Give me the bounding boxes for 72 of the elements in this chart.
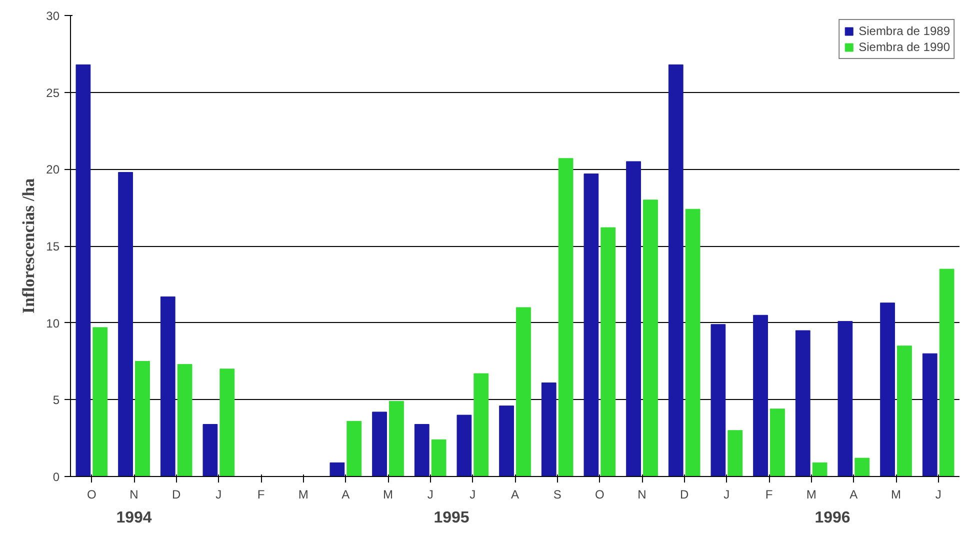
y-tick-label: 0	[52, 470, 60, 484]
x-tick-label: O	[87, 488, 96, 502]
x-tick-label: A	[511, 488, 520, 502]
bar	[76, 64, 91, 476]
x-tick-label: M	[891, 488, 901, 502]
bar	[584, 174, 599, 476]
bar	[838, 321, 853, 476]
x-tick-label: A	[342, 488, 350, 502]
bar	[812, 462, 828, 476]
bar	[710, 324, 726, 476]
bar	[499, 406, 514, 476]
x-tick-label: J	[470, 488, 476, 502]
y-tick-label: 10	[46, 316, 60, 330]
bar	[541, 382, 556, 476]
bar	[118, 172, 133, 476]
bar	[330, 462, 345, 476]
bar	[92, 327, 108, 476]
bar	[897, 346, 912, 476]
x-tick-label: A	[850, 488, 858, 502]
bar	[202, 424, 218, 476]
x-tick-label: J	[935, 488, 942, 502]
bar	[414, 424, 430, 476]
bar	[880, 302, 895, 476]
x-tick-label: F	[765, 488, 773, 502]
bar	[795, 330, 810, 476]
x-tick-label: M	[298, 488, 308, 502]
bar	[456, 414, 472, 476]
bar	[160, 296, 176, 476]
legend-label: Siembra de 1990	[858, 40, 950, 54]
bar	[135, 361, 150, 476]
x-tick-label: M	[806, 488, 816, 502]
text: 1994	[116, 510, 152, 526]
bar	[643, 200, 658, 476]
x-tick-label: D	[172, 488, 181, 502]
bar	[516, 307, 531, 476]
y-tick-label: 25	[46, 86, 60, 100]
bar	[474, 373, 489, 476]
x-tick-label: J	[216, 488, 222, 502]
text: 1995	[434, 510, 470, 526]
bar	[177, 364, 192, 476]
y-tick-label: 5	[52, 393, 60, 408]
bar	[626, 161, 641, 476]
bar	[668, 64, 684, 476]
bar	[558, 158, 574, 476]
x-tick-label: J	[724, 488, 730, 502]
y-tick-label: 20	[46, 162, 60, 177]
bar	[372, 412, 387, 476]
x-tick-label: F	[257, 488, 265, 502]
bar	[346, 420, 362, 476]
bar	[854, 458, 870, 476]
y-tick-label: 30	[46, 9, 60, 23]
bar	[389, 400, 404, 476]
x-tick-label: O	[595, 488, 604, 502]
text: 1996	[814, 510, 850, 526]
y-tick-label: 15	[46, 240, 60, 254]
bar	[922, 353, 938, 476]
x-tick-label: J	[427, 488, 434, 502]
bar	[728, 430, 743, 476]
bar	[685, 208, 700, 476]
bar	[431, 439, 446, 476]
x-tick-label: D	[680, 488, 689, 502]
bar	[220, 368, 235, 476]
bar	[939, 268, 954, 476]
bar	[770, 408, 785, 476]
x-tick-label: S	[553, 488, 562, 502]
legend-label: Siembra de 1989	[858, 24, 950, 38]
y-axis-title: Inflorescencias /ha	[19, 178, 38, 314]
bar	[600, 227, 616, 476]
x-tick-label: N	[130, 488, 138, 502]
x-tick-label: N	[638, 488, 646, 502]
bar	[753, 314, 768, 476]
x-tick-label: M	[383, 488, 393, 502]
